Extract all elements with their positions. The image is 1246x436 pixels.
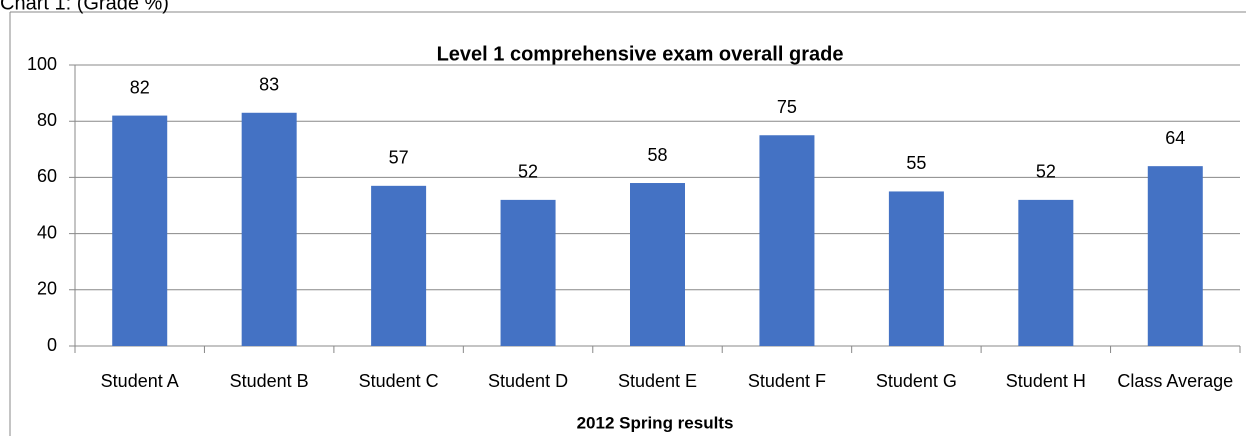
bar xyxy=(1018,199,1074,346)
y-tick-label: 0 xyxy=(47,335,57,355)
chart-title: Level 1 comprehensive exam overall grade xyxy=(437,43,844,65)
y-tick-label: 100 xyxy=(27,54,57,74)
x-tick-label: Student A xyxy=(101,371,179,391)
data-label: 52 xyxy=(518,162,538,182)
data-label: 64 xyxy=(1165,128,1185,148)
bar xyxy=(630,183,685,346)
bar xyxy=(500,199,556,346)
bar xyxy=(112,115,168,346)
x-tick-label: Student B xyxy=(230,371,309,391)
bar xyxy=(888,191,944,346)
x-tick-label: Student E xyxy=(618,371,697,391)
data-label: 75 xyxy=(777,97,797,117)
data-label: 58 xyxy=(647,145,667,165)
x-axis-title: 2012 Spring results xyxy=(577,413,734,432)
bar xyxy=(371,185,427,346)
data-label: 83 xyxy=(259,75,279,95)
x-tick-label: Student G xyxy=(876,371,957,391)
y-tick-label: 80 xyxy=(37,110,57,130)
x-tick-label: Student C xyxy=(359,371,439,391)
x-tick-label: Student D xyxy=(488,371,568,391)
data-label: 55 xyxy=(906,153,926,173)
caption: Chart 1: (Grade %) xyxy=(0,0,169,14)
x-tick-label: Class Average xyxy=(1117,371,1233,391)
y-tick-label: 40 xyxy=(37,222,57,242)
bar xyxy=(241,112,297,347)
x-tick-label: Student H xyxy=(1006,371,1086,391)
y-tick-label: 20 xyxy=(37,279,57,299)
bar xyxy=(1147,166,1203,346)
data-label: 82 xyxy=(130,77,150,97)
data-label: 57 xyxy=(389,148,409,168)
bar xyxy=(759,135,815,346)
x-tick-label: Student F xyxy=(748,371,826,391)
y-tick-label: 60 xyxy=(37,166,57,186)
data-label: 52 xyxy=(1036,162,1056,182)
